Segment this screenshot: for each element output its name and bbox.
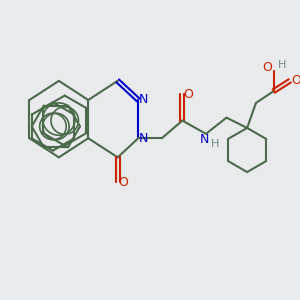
Text: O: O [262, 61, 272, 74]
Text: N: N [139, 94, 148, 106]
Text: N: N [139, 132, 148, 145]
Text: H: H [211, 139, 219, 149]
Text: O: O [291, 74, 300, 87]
Text: H: H [278, 60, 286, 70]
Text: O: O [183, 88, 193, 100]
Text: O: O [118, 176, 128, 189]
Text: N: N [200, 133, 209, 146]
